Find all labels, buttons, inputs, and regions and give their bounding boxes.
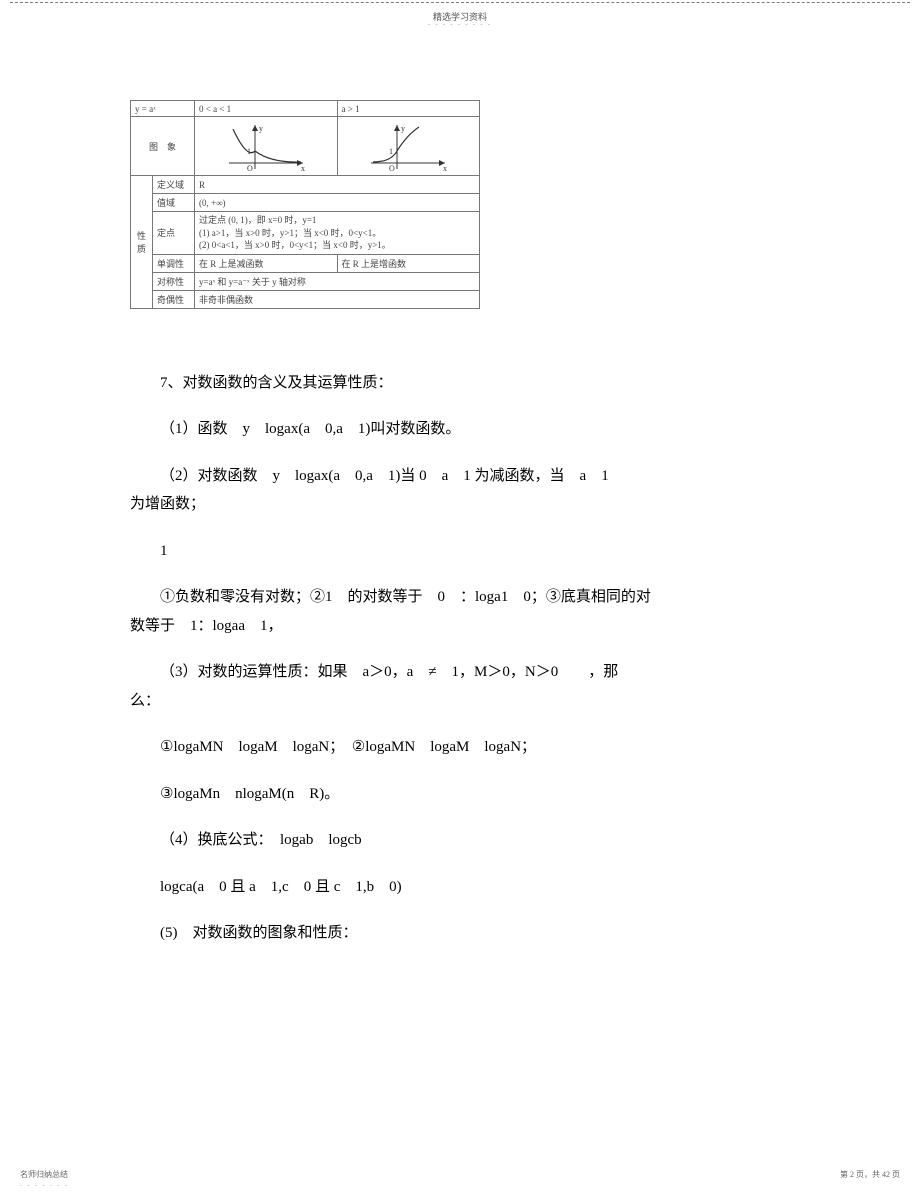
svg-text:x: x bbox=[301, 164, 305, 173]
top-dashed-border bbox=[10, 2, 910, 3]
cell-domain-label: 定义域 bbox=[153, 176, 195, 194]
para-3: （2）对数函数 y logax(a 0,a 1)当 0 a 1 为减函数，当 a… bbox=[130, 462, 790, 519]
cell-mono-label: 单调性 bbox=[153, 254, 195, 272]
para-11: (5) 对数函数的图象和性质： bbox=[130, 919, 790, 948]
cell-fixed-label: 定点 bbox=[153, 212, 195, 255]
cell-mono-inc: 在 R 上是增函数 bbox=[337, 254, 480, 272]
para-4: 1 bbox=[130, 537, 790, 566]
para-1: 7、对数函数的含义及其运算性质： bbox=[130, 369, 790, 398]
cell-domain-val: R bbox=[195, 176, 480, 194]
exp-decay-graph: y x 1 O bbox=[221, 119, 311, 173]
cell-range1: 0 < a < 1 bbox=[195, 101, 338, 117]
cell-graph-label: 图 象 bbox=[131, 117, 195, 176]
cell-range-val: (0, +∞) bbox=[195, 194, 480, 212]
para-10: logca(a 0 且 a 1,c 0 且 c 1,b 0) bbox=[130, 873, 790, 902]
para-3a: （2）对数函数 y logax(a 0,a 1)当 0 a 1 为减函数，当 a… bbox=[130, 468, 609, 484]
cell-prop-label: 性质 bbox=[131, 176, 153, 309]
para-9: （4）换底公式： logab logcb bbox=[130, 826, 790, 855]
para-3b: 为增函数； bbox=[130, 496, 205, 512]
cell-graph-inc: y x 1 O bbox=[337, 117, 480, 176]
exp-growth-graph: y x 1 O bbox=[363, 119, 453, 173]
para-6: （3）对数的运算性质：如果 a＞0，a ≠ 1，M＞0，N＞0 ，那 么： bbox=[130, 658, 790, 715]
svg-text:O: O bbox=[389, 164, 395, 173]
svg-text:1: 1 bbox=[389, 147, 393, 156]
svg-text:y: y bbox=[401, 124, 405, 133]
cell-fixed-val: 过定点 (0, 1)，即 x=0 时，y=1 (1) a>1，当 x>0 时，y… bbox=[195, 212, 480, 255]
svg-text:y: y bbox=[259, 124, 263, 133]
header-dots: - - - - - - - - - bbox=[0, 22, 920, 28]
cell-func: y = aˣ bbox=[131, 101, 195, 117]
cell-parity-label: 奇偶性 bbox=[153, 290, 195, 308]
para-5b: 数等于 1：logaa 1， bbox=[130, 618, 282, 634]
fixed-line1: 过定点 (0, 1)，即 x=0 时，y=1 bbox=[199, 214, 475, 227]
cell-mono-dec: 在 R 上是减函数 bbox=[195, 254, 338, 272]
page-content: y = aˣ 0 < a < 1 a > 1 图 象 y x 1 O bbox=[130, 100, 790, 966]
para-7: ①logaMN logaM logaN； ②logaMN logaM logaN… bbox=[130, 733, 790, 762]
footer-left-dots: - - - - - - - bbox=[20, 1183, 69, 1189]
footer-right: 第 2 页，共 42 页 bbox=[840, 1169, 900, 1180]
para-5: ①负数和零没有对数；②1 的对数等于 0 ：loga1 0；③底真相同的对 数等… bbox=[130, 583, 790, 640]
para-6b: 么： bbox=[130, 693, 160, 709]
cell-sym-label: 对称性 bbox=[153, 272, 195, 290]
cell-range-label: 值域 bbox=[153, 194, 195, 212]
cell-range2: a > 1 bbox=[337, 101, 480, 117]
fixed-line2: (1) a>1，当 x>0 时，y>1；当 x<0 时，0<y<1。 bbox=[199, 227, 475, 240]
body-text: 7、对数函数的含义及其运算性质： （1）函数 y logax(a 0,a 1)叫… bbox=[130, 369, 790, 948]
svg-text:x: x bbox=[443, 164, 447, 173]
properties-table: y = aˣ 0 < a < 1 a > 1 图 象 y x 1 O bbox=[130, 100, 480, 309]
fixed-line3: (2) 0<a<1，当 x>0 时，0<y<1；当 x<0 时，y>1。 bbox=[199, 239, 475, 252]
cell-sym-val: y=aˣ 和 y=a⁻ˣ 关于 y 轴对称 bbox=[195, 272, 480, 290]
cell-graph-dec: y x 1 O bbox=[195, 117, 338, 176]
svg-text:O: O bbox=[247, 164, 253, 173]
para-6a: （3）对数的运算性质：如果 a＞0，a ≠ 1，M＞0，N＞0 ，那 bbox=[130, 664, 618, 680]
para-2: （1）函数 y logax(a 0,a 1)叫对数函数。 bbox=[130, 415, 790, 444]
footer-left: 名师归纳总结 bbox=[20, 1169, 68, 1180]
para-5a: ①负数和零没有对数；②1 的对数等于 0 ：loga1 0；③底真相同的对 bbox=[130, 589, 651, 605]
svg-text:1: 1 bbox=[247, 147, 251, 156]
cell-parity-val: 非奇非偶函数 bbox=[195, 290, 480, 308]
para-8: ③logaMn nlogaM(n R)。 bbox=[130, 780, 790, 809]
